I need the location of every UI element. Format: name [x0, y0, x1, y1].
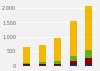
Bar: [70, 61, 77, 64]
Bar: [23, 63, 30, 64]
Bar: [85, 50, 92, 58]
Bar: [85, 58, 92, 64]
Bar: [54, 65, 61, 66]
Bar: [70, 21, 77, 56]
Bar: [23, 64, 30, 65]
Bar: [54, 64, 61, 65]
Bar: [70, 64, 77, 66]
Bar: [38, 45, 46, 62]
Bar: [85, 6, 92, 50]
Bar: [38, 64, 46, 65]
Bar: [38, 65, 46, 66]
Bar: [38, 62, 46, 64]
Bar: [70, 56, 77, 61]
Bar: [23, 65, 30, 66]
Bar: [54, 61, 61, 64]
Bar: [23, 47, 30, 63]
Bar: [85, 64, 92, 66]
Bar: [54, 38, 61, 61]
